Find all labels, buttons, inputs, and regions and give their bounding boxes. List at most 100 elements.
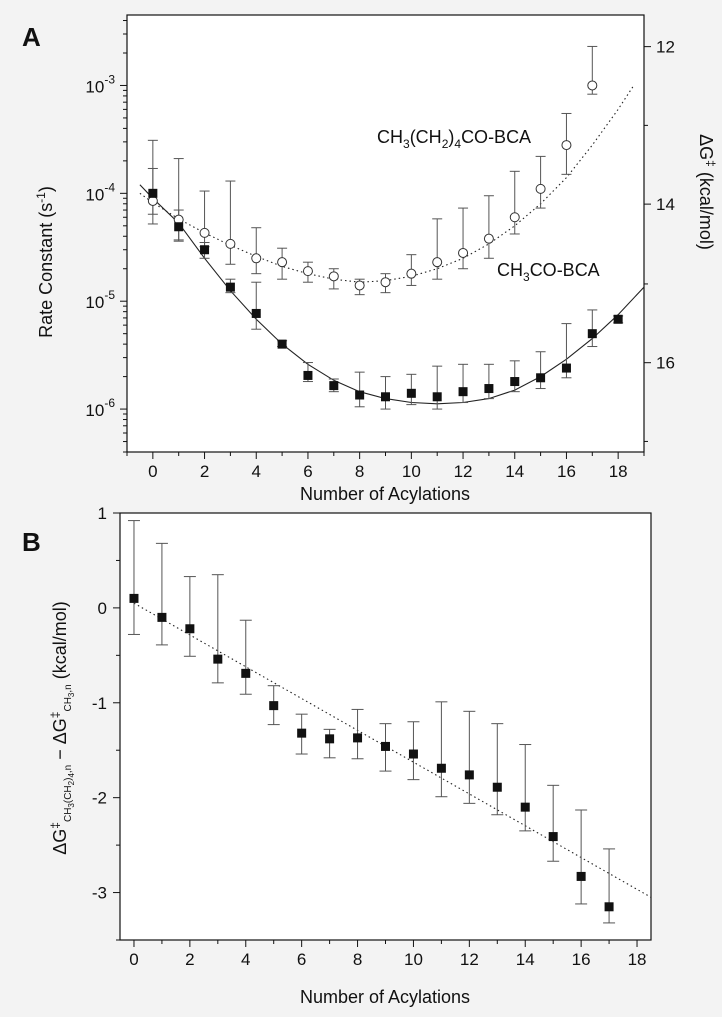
data-point-acetyl [174,222,184,232]
x-tick-label: 14 [516,950,535,969]
data-point-acetyl [587,329,597,339]
y-tick-label-base: 10 [85,293,104,312]
series-label-hexanoyl-part: ) [448,127,454,147]
panel-a-right-y-axis-label: ΔG‡ (kcal/mol) [696,134,718,250]
data-point-hexanoyl [354,280,365,291]
panel-a-y-axis-label-sup: -1 [34,192,48,203]
data-point-difference [548,832,558,842]
panel-a-markers [147,80,623,402]
x-tick-label: 18 [628,950,647,969]
fit-line-difference [133,602,652,898]
data-point-difference [381,741,390,751]
data-point-difference [297,728,307,738]
y-tick-label: 10-3 [85,72,115,96]
data-point-hexanoyl [458,247,469,258]
panel-b-markers [129,593,614,912]
series-label-acetyl: CH3CO-BCA [497,260,600,284]
data-point-acetyl [510,377,520,387]
series-label-acetyl-part: CH [497,260,523,280]
series-label-hexanoyl-sub: 3 [403,137,410,151]
x-tick-label: 2 [200,462,209,481]
y-tick-label-base: 10 [85,185,104,204]
data-point-acetyl [200,245,210,255]
data-point-hexanoyl [587,80,598,91]
panel-b-y-ticks: -3 -2 -1 0 1 [92,504,120,941]
data-point-hexanoyl [251,253,262,264]
x-tick-label: 0 [148,462,157,481]
panel-b-x-ticks: 0 2 4 6 8 10 12 14 16 18 [129,940,646,969]
series-label-acetyl-sub: 3 [523,270,530,284]
data-point-hexanoyl [483,233,494,244]
x-tick-label: 4 [252,462,261,481]
data-point-hexanoyl [509,212,520,223]
data-point-difference [604,902,614,912]
data-point-difference [241,668,251,678]
y-tick-label: 1 [98,504,107,523]
data-point-acetyl [381,392,390,402]
y-tick-label-base: 10 [85,77,104,96]
data-point-difference [185,624,195,634]
data-point-acetyl [329,381,339,391]
y-tick-label-exp: -6 [104,396,115,410]
panel-a-y-axis-label-main: Rate Constant (s [36,203,56,338]
x-tick-label: 14 [505,462,524,481]
data-point-acetyl [355,390,365,400]
y-tick-label: 10-5 [85,288,115,312]
x-tick-label: 6 [297,950,306,969]
panel-a-right-y-axis-label-main: ΔG [696,134,716,160]
x-tick-label: 2 [185,950,194,969]
data-point-acetyl [303,370,313,380]
x-tick-label: 16 [557,462,576,481]
data-point-hexanoyl [561,140,572,151]
y-tick-label-base: 10 [85,401,104,420]
panel-b: B 0 2 4 6 8 10 12 14 16 18 -3 -2 -1 0 1 Number of Acy… [0,504,722,1017]
data-point-hexanoyl [225,238,236,249]
data-point-difference [269,701,279,711]
y-tick-label-exp: -3 [104,72,115,86]
series-label-acetyl-part: CO-BCA [530,260,600,280]
panel-b-error-bars [127,520,616,924]
data-point-difference [520,802,530,812]
data-point-difference [436,763,446,773]
panel-b-x-axis-label: Number of Acylations [300,987,470,1007]
data-point-acetyl [251,308,261,318]
data-point-acetyl [458,387,468,397]
data-point-difference [408,749,418,759]
series-label-hexanoyl: CH3(CH2)4CO-BCA [377,127,531,151]
x-tick-label: 6 [303,462,312,481]
panel-b-fit-line [133,602,652,898]
data-point-acetyl [432,392,442,402]
data-point-difference [157,612,167,622]
panel-a: A 0 2 4 6 8 10 12 14 16 18 10-610-510-410-3 12141… [22,14,718,504]
x-tick-label: 18 [609,462,628,481]
x-tick-label: 4 [241,950,250,969]
panel-a-x-ticks: 0 2 4 6 8 10 12 14 16 18 [126,452,645,481]
x-tick-label: 10 [402,462,421,481]
series-label-hexanoyl-sub: 2 [442,137,449,151]
data-point-acetyl [484,384,494,394]
data-point-acetyl [406,388,416,398]
panel-a-y-axis-label-end: ) [36,186,56,192]
x-tick-label: 0 [129,950,138,969]
panel-a-right-y-ticks: 12 14 16 [644,38,675,442]
series-label-hexanoyl-sub: 4 [454,137,461,151]
data-point-acetyl [536,373,546,383]
data-point-difference [464,770,474,780]
right-y-tick-label: 14 [656,195,675,214]
data-point-difference [576,871,586,881]
data-point-difference [213,654,223,664]
x-tick-label: 8 [353,950,362,969]
data-point-hexanoyl [406,268,417,279]
data-point-acetyl [225,282,235,292]
x-tick-label: 8 [355,462,364,481]
data-point-acetyl [561,363,571,373]
y-tick-label: 10-4 [85,180,115,204]
data-point-difference [492,782,502,792]
series-label-hexanoyl-part: CO-BCA [461,127,531,147]
data-point-hexanoyl [535,183,546,194]
panel-a-x-axis-label: Number of Acylations [300,484,470,504]
panel-a-label: A [22,22,41,52]
data-point-hexanoyl [277,257,288,268]
right-y-tick-label: 16 [656,354,675,373]
